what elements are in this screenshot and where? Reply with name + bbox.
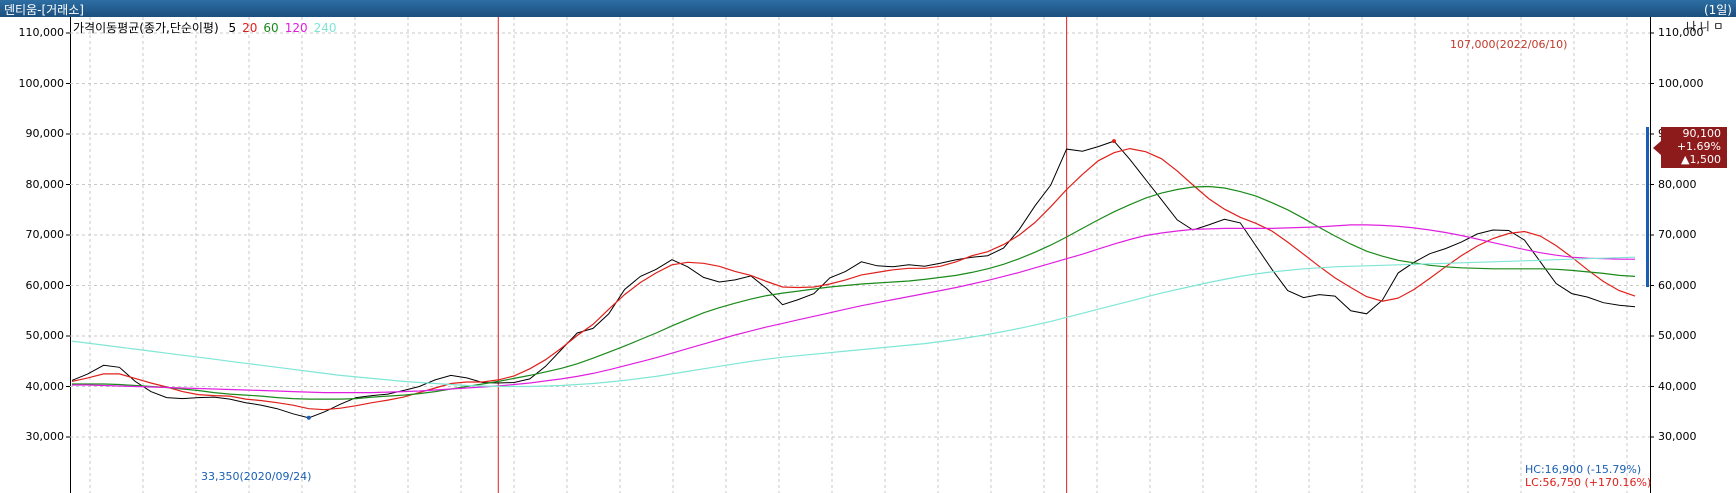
y-tick-label-right: 110,000 (1658, 26, 1704, 39)
y-tick-label-left: 30,000 (25, 430, 65, 443)
ma-line-60 (72, 185, 1636, 400)
y-tick-label-left: 100,000 (18, 76, 65, 90)
left-axis-border (70, 17, 71, 493)
y-tick-label-right: 80,000 (1658, 177, 1697, 191)
max-marker (1112, 139, 1116, 144)
ma-line-20 (71, 147, 1636, 411)
title-bar: 덴티움-[거래소] (1일) (0, 0, 1736, 17)
y-tick-label-right: 60,000 (1658, 278, 1697, 292)
period-label[interactable]: (1일) (1703, 3, 1732, 17)
y-tick-label-left: 60,000 (25, 278, 65, 292)
window-title: 덴티움-[거래소] (4, 3, 84, 17)
legend-item-5: 5 (228, 21, 237, 35)
left-price-axis (0, 17, 70, 493)
plot-area[interactable] (70, 17, 1650, 493)
hc-label: HC:16,900 (-15.79%) (1525, 463, 1642, 476)
price-range-bar (1646, 127, 1649, 287)
current-price-box: 90,100 +1.69% ▲1,500 (1653, 127, 1727, 168)
legend-items: 5 20 60 120 240 (229, 21, 343, 35)
min-marker (306, 415, 311, 420)
y-tick-label-right: 70,000 (1658, 228, 1697, 241)
y-tick-label-left: 50,000 (25, 329, 65, 342)
y-tick-label-left: 90,000 (25, 127, 65, 140)
y-tick-label-left: 80,000 (25, 177, 65, 191)
current-price: 90,100 (1682, 127, 1722, 140)
legend-item-20: 20 (242, 21, 258, 35)
y-tick-label-left: 40,000 (25, 379, 65, 393)
ma-line-240 (71, 256, 1636, 388)
chart-legend: 가격이동평균(종가,단순이평) 5 20 60 120 240 (73, 19, 349, 36)
right-price-axis (1650, 17, 1736, 493)
ma-line-120 (72, 224, 1635, 394)
change-amount: ▲1,500 (1681, 153, 1721, 166)
y-tick-label-left: 70,000 (25, 228, 65, 241)
max-price-label: 107,000(2022/06/10) (1450, 38, 1568, 51)
window-buttons[interactable]: 나 니 ㅁ (1686, 20, 1724, 33)
change-percent: +1.69% (1676, 140, 1721, 153)
y-tick-label-right: 100,000 (1658, 76, 1704, 90)
legend-item-120: 120 (284, 21, 308, 35)
right-axis-border (1650, 17, 1651, 493)
lc-label: LC:56,750 (+170.16%) (1525, 476, 1652, 489)
ma-line-5 (71, 140, 1636, 419)
y-tick-label-right: 50,000 (1658, 329, 1697, 342)
legend-title: 가격이동평균(종가,단순이평) (73, 21, 219, 35)
y-tick-label-left: 110,000 (18, 26, 65, 39)
legend-item-240: 240 (313, 21, 337, 35)
y-tick-label-right: 40,000 (1658, 379, 1697, 393)
legend-item-60: 60 (263, 21, 279, 35)
y-tick-label-right: 30,000 (1658, 430, 1697, 443)
min-price-label: 33,350(2020/09/24) (201, 470, 312, 483)
